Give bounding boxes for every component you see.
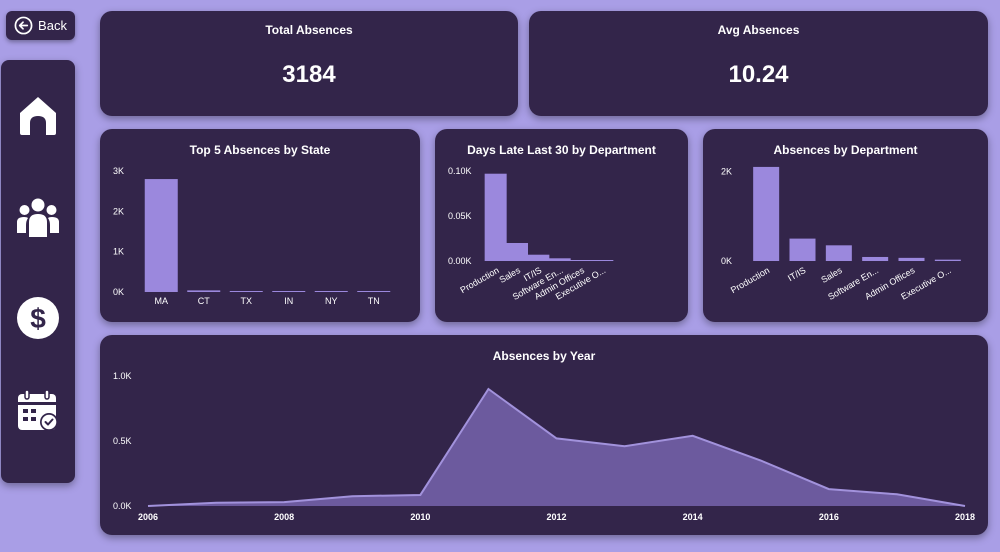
y-tick-label: 1K [113, 247, 124, 257]
x-tick-label: TN [368, 296, 380, 306]
dollar-icon[interactable]: $ [15, 295, 61, 341]
y-tick-label: 0.10K [448, 166, 472, 176]
x-tick-label: 2006 [138, 512, 158, 522]
x-tick-label: MA [155, 296, 169, 306]
x-tick-label: NY [325, 296, 338, 306]
x-tick-label: TX [240, 296, 252, 306]
x-tick-label: 2012 [546, 512, 566, 522]
home-icon[interactable] [15, 92, 61, 138]
people-icon[interactable] [15, 195, 61, 241]
bar [506, 243, 528, 261]
state-bar-chart: 0K 1K 2K 3K MA CT TX IN NY TN [113, 166, 391, 306]
bar [187, 290, 221, 292]
series-line [147, 387, 966, 507]
chart-card-late: Days Late Last 30 by Department 0.00K 0.0… [435, 129, 688, 322]
x-tick-label: IT/IS [786, 265, 807, 283]
bar [898, 257, 925, 261]
bar [229, 290, 263, 292]
kpi-value: 10.24 [728, 61, 789, 88]
y-tick-label: 0K [113, 287, 124, 297]
bar [570, 260, 592, 261]
y-tick-label: 3K [113, 166, 124, 176]
kpi-title: Total Absences [265, 23, 353, 37]
chart-card-year: Absences by Year 0.0K 0.5K 1.0K 2006 2008 201… [100, 335, 988, 535]
back-button[interactable]: Back [6, 11, 75, 40]
y-tick-label: 0.00K [448, 256, 472, 266]
x-tick-label: 2014 [683, 512, 703, 522]
bar [862, 256, 889, 261]
chart-card-dept: Absences by Department 0K 2K Production IT/… [703, 129, 988, 322]
back-label: Back [38, 18, 67, 33]
bar [484, 173, 507, 261]
chart-title: Absences by Year [492, 349, 596, 363]
kpi-title: Avg Absences [717, 23, 800, 37]
x-tick-label: Sales [498, 265, 523, 285]
sidebar-nav: $ [1, 60, 75, 483]
x-tick-label: CT [198, 296, 210, 306]
kpi-card-total-absences: Total Absences 3184 [100, 11, 518, 116]
bar [934, 259, 961, 261]
x-tick-label: Production [729, 265, 771, 295]
y-tick-label: 0.5K [113, 436, 132, 446]
x-tick-label: 2008 [274, 512, 294, 522]
bar [314, 291, 348, 292]
chart-title: Days Late Last 30 by Department [467, 143, 656, 157]
chart-title: Absences by Department [773, 143, 918, 157]
chart-card-state: Top 5 Absences by State 0K 1K 2K 3K MA CT TX IN… [100, 129, 420, 322]
x-tick-label: 2010 [410, 512, 430, 522]
area-fill [148, 389, 965, 506]
bar [825, 245, 852, 261]
x-tick-label: IN [284, 296, 293, 306]
kpi-card-avg-absences: Avg Absences 10.24 [529, 11, 988, 116]
bar [272, 291, 306, 292]
bar [527, 254, 550, 261]
y-tick-label: 2K [721, 166, 732, 176]
arrow-left-circle-icon [14, 16, 33, 35]
year-area-chart: 0.0K 0.5K 1.0K 2006 2008 2010 2012 2014 2016 2018 [113, 371, 975, 522]
bar [591, 260, 614, 261]
bar [144, 179, 178, 292]
y-tick-label: 0K [721, 256, 732, 266]
bar [789, 238, 816, 261]
x-tick-label: 2018 [955, 512, 975, 522]
kpi-value: 3184 [282, 61, 336, 88]
calendar-check-icon[interactable] [15, 388, 61, 434]
y-tick-label: 2K [113, 206, 124, 216]
x-tick-label: Sales [819, 265, 844, 285]
bar [548, 258, 571, 261]
x-tick-label: 2016 [819, 512, 839, 522]
chart-title: Top 5 Absences by State [189, 143, 331, 157]
bar [753, 166, 780, 261]
x-tick-label: Production [458, 265, 500, 295]
y-tick-label: 0.0K [113, 501, 132, 511]
y-tick-label: 0.05K [448, 211, 472, 221]
y-tick-label: 1.0K [113, 371, 132, 381]
svg-text:$: $ [30, 303, 46, 334]
bar [357, 291, 391, 292]
